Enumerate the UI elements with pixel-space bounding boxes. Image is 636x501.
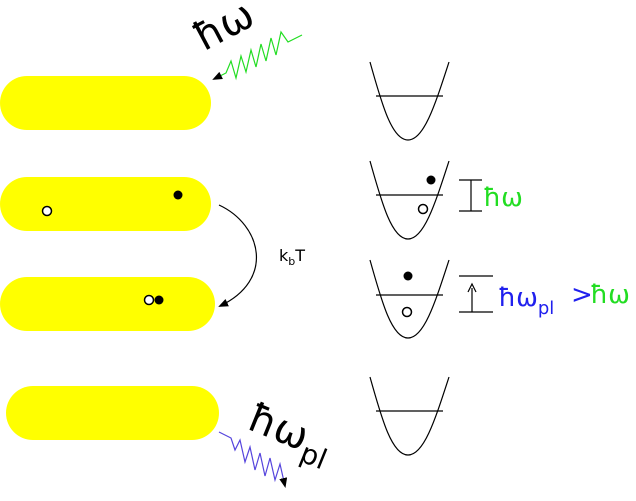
electron-marker [403, 271, 413, 281]
potential-well-2 [369, 160, 450, 240]
electron-marker [173, 190, 183, 200]
hole-marker [41, 205, 53, 217]
photon-in-wave [212, 30, 303, 81]
hole-marker [143, 294, 155, 306]
potential-well-3 [369, 259, 450, 339]
gap-comparison-sign: > [571, 280, 593, 310]
electron-marker [154, 295, 164, 305]
hole-marker [401, 306, 413, 318]
gap-label-hw: ħω [483, 183, 523, 213]
electron-marker [426, 175, 436, 185]
energy-gap-bracket-2 [459, 275, 493, 313]
potential-well-1 [369, 61, 450, 141]
gap-label-hw-compare: ħω [590, 280, 630, 310]
nanorod-3 [0, 277, 215, 331]
hole-marker [417, 203, 429, 215]
photon-out-wave [218, 431, 288, 488]
nanorod-2 [0, 177, 211, 231]
nanorod-4 [6, 386, 219, 440]
nanorod-1 [0, 76, 211, 130]
thermal-relaxation-arrow [218, 204, 258, 307]
energy-gap-bracket-1 [459, 179, 482, 212]
gap-label-hwpl: ħωpl [498, 283, 554, 319]
potential-well-4 [369, 376, 450, 456]
thermal-label: kbT [279, 246, 305, 268]
